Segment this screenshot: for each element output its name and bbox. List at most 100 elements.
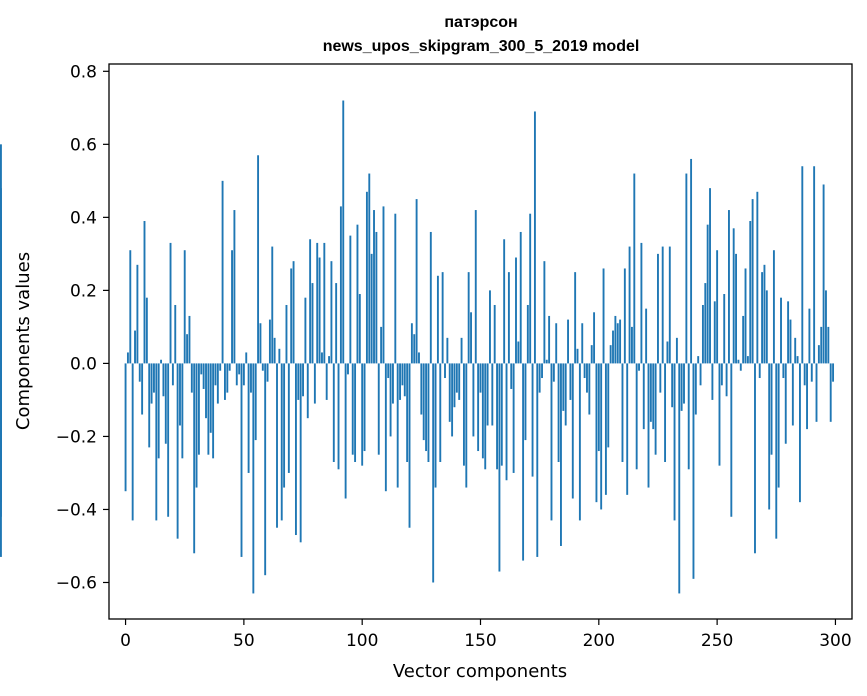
- bar-component-41: [221, 180, 224, 364]
- bar-component-236: [683, 363, 685, 404]
- bar-component-55: [254, 363, 257, 441]
- bar-component-262: [744, 268, 747, 364]
- bar-component-110: [384, 363, 387, 492]
- bar-component-89: [335, 283, 338, 364]
- bar-component-71: [292, 261, 295, 364]
- bar-component-117: [401, 363, 404, 386]
- bar-component-102: [365, 191, 368, 364]
- bar-component-5: [136, 264, 139, 364]
- bar-component-74: [299, 363, 302, 543]
- bar-component-20: [171, 363, 174, 386]
- chart-subtitle: news_upos_skipgram_300_5_2019 model: [323, 38, 640, 55]
- bar-component-31: [197, 363, 200, 455]
- bar-component-106: [375, 231, 378, 364]
- y-tick-label: −0.6: [56, 573, 97, 593]
- bar-component-288: [806, 363, 808, 430]
- bar-component-175: [538, 363, 541, 393]
- bar-component-154: [489, 290, 491, 364]
- bar-component-216: [635, 363, 638, 470]
- bar-component-291: [813, 166, 816, 364]
- bar-component-177: [543, 261, 546, 364]
- bar-component-128: [427, 363, 430, 462]
- bar-component-259: [737, 359, 740, 364]
- bar-component-191: [576, 348, 579, 364]
- bar-component-35: [207, 363, 210, 455]
- bar-component-153: [486, 363, 489, 426]
- bar-component-37: [212, 363, 215, 459]
- bar-component-232: [673, 363, 676, 521]
- bar-component-36: [209, 363, 212, 433]
- bar-component-284: [796, 356, 799, 364]
- x-tick-label: 0: [120, 631, 131, 651]
- bar-component-73: [297, 363, 300, 400]
- bar-component-183: [557, 363, 560, 462]
- bar-component-107: [377, 363, 380, 455]
- bar-component-266: [754, 363, 756, 554]
- bar-component-241: [694, 363, 697, 415]
- bar-component-126: [422, 363, 425, 441]
- bar-component-92: [342, 100, 345, 364]
- bar-component-225: [657, 253, 659, 364]
- bar-component-141: [458, 363, 461, 400]
- bar-component-129: [429, 231, 432, 364]
- bar-component-248: [711, 363, 714, 400]
- bar-component-253: [723, 294, 726, 364]
- x-tick-label: 250: [701, 631, 733, 651]
- bar-component-88: [332, 363, 335, 462]
- bar-component-32: [200, 363, 203, 375]
- bar-component-72: [294, 363, 297, 536]
- bar-component-130: [432, 363, 435, 583]
- bar-component-279: [784, 363, 787, 444]
- bar-component-214: [630, 326, 633, 364]
- bar-component-170: [526, 304, 529, 364]
- bar-component-254: [725, 363, 728, 397]
- bar-component-27: [188, 315, 191, 364]
- bar-component-111: [387, 363, 390, 379]
- bar-component-261: [742, 315, 745, 364]
- bar-component-250: [716, 250, 719, 364]
- chart-title: патэрсон: [444, 14, 517, 31]
- bar-component-93: [344, 363, 347, 499]
- bar-component-194: [583, 363, 586, 379]
- bar-component-185: [562, 363, 565, 411]
- bar-component-186: [564, 363, 567, 426]
- bar-component-1: [126, 352, 129, 364]
- bar-component-14: [157, 363, 160, 459]
- bar-component-43: [226, 363, 229, 393]
- bar-component-155: [491, 363, 494, 426]
- bar-component-109: [382, 206, 385, 364]
- bar-component-66: [280, 363, 283, 521]
- bar-component-188: [569, 363, 572, 400]
- bar-component-282: [791, 363, 794, 426]
- bar-component-207: [614, 315, 617, 364]
- bar-component-215: [633, 173, 636, 364]
- bar-component-50: [242, 363, 245, 386]
- bar-component-81: [316, 242, 319, 364]
- bar-component-164: [512, 363, 515, 473]
- bar-component-13: [155, 363, 158, 521]
- bar-component-285: [799, 363, 801, 503]
- bar-component-26: [186, 334, 189, 364]
- bar-component-181: [552, 363, 555, 382]
- bar-component-112: [389, 363, 392, 437]
- bar-component-108: [380, 326, 383, 364]
- bar-component-172: [531, 363, 534, 477]
- bar-component-22: [176, 363, 179, 539]
- bar-component-39: [216, 363, 219, 404]
- bar-component-275: [775, 363, 778, 539]
- bar-component-149: [477, 363, 480, 452]
- bar-component-139: [453, 363, 456, 408]
- bar-component-169: [524, 363, 527, 441]
- bar-component-136: [446, 337, 449, 364]
- bar-component-201: [600, 363, 603, 510]
- bar-component-296: [825, 290, 827, 364]
- bar-component-212: [626, 363, 629, 495]
- x-tick-label: 150: [464, 631, 496, 651]
- bar-component-246: [706, 224, 709, 364]
- bar-component-244: [701, 304, 704, 364]
- bar-component-94: [347, 363, 349, 375]
- bar-component-228: [664, 363, 667, 462]
- bar-component-137: [448, 363, 451, 422]
- bar-component-25: [183, 250, 186, 364]
